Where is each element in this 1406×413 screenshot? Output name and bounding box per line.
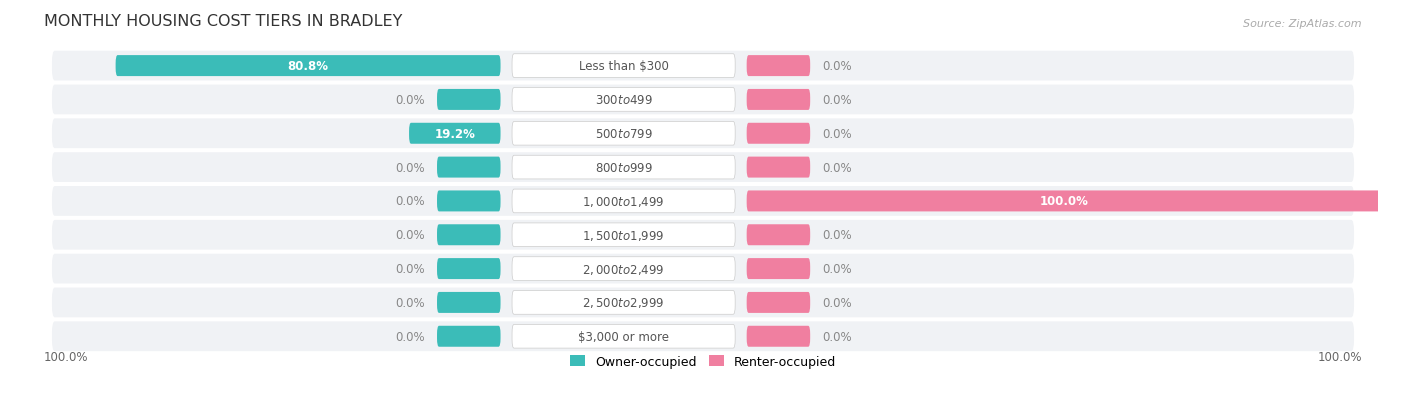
FancyBboxPatch shape: [747, 326, 810, 347]
Text: 80.8%: 80.8%: [288, 60, 329, 73]
FancyBboxPatch shape: [747, 292, 810, 313]
FancyBboxPatch shape: [52, 322, 1354, 351]
FancyBboxPatch shape: [52, 85, 1354, 115]
FancyBboxPatch shape: [115, 56, 501, 77]
FancyBboxPatch shape: [512, 257, 735, 281]
FancyBboxPatch shape: [437, 225, 501, 246]
Text: $1,000 to $1,499: $1,000 to $1,499: [582, 195, 665, 209]
Text: $300 to $499: $300 to $499: [595, 94, 652, 107]
FancyBboxPatch shape: [437, 326, 501, 347]
FancyBboxPatch shape: [512, 190, 735, 213]
FancyBboxPatch shape: [437, 292, 501, 313]
Text: Source: ZipAtlas.com: Source: ZipAtlas.com: [1243, 19, 1362, 28]
FancyBboxPatch shape: [747, 123, 810, 145]
Text: 0.0%: 0.0%: [395, 262, 425, 275]
FancyBboxPatch shape: [437, 157, 501, 178]
FancyBboxPatch shape: [512, 55, 735, 78]
FancyBboxPatch shape: [512, 325, 735, 348]
Text: 0.0%: 0.0%: [823, 262, 852, 275]
FancyBboxPatch shape: [512, 156, 735, 180]
FancyBboxPatch shape: [747, 157, 810, 178]
FancyBboxPatch shape: [512, 291, 735, 315]
FancyBboxPatch shape: [747, 259, 810, 280]
FancyBboxPatch shape: [512, 223, 735, 247]
Text: $500 to $799: $500 to $799: [595, 128, 652, 140]
FancyBboxPatch shape: [747, 225, 810, 246]
Text: 0.0%: 0.0%: [395, 94, 425, 107]
Text: 0.0%: 0.0%: [823, 60, 852, 73]
Text: 100.0%: 100.0%: [1317, 351, 1362, 363]
FancyBboxPatch shape: [512, 122, 735, 146]
FancyBboxPatch shape: [512, 88, 735, 112]
Text: 0.0%: 0.0%: [395, 296, 425, 309]
Text: $2,000 to $2,499: $2,000 to $2,499: [582, 262, 665, 276]
Text: 0.0%: 0.0%: [823, 128, 852, 140]
Text: $3,000 or more: $3,000 or more: [578, 330, 669, 343]
FancyBboxPatch shape: [409, 123, 501, 145]
FancyBboxPatch shape: [52, 52, 1354, 81]
FancyBboxPatch shape: [52, 288, 1354, 318]
Text: 0.0%: 0.0%: [395, 330, 425, 343]
Text: $800 to $999: $800 to $999: [595, 161, 652, 174]
Text: 0.0%: 0.0%: [823, 94, 852, 107]
Text: Less than $300: Less than $300: [579, 60, 668, 73]
FancyBboxPatch shape: [52, 254, 1354, 284]
Text: 0.0%: 0.0%: [395, 195, 425, 208]
FancyBboxPatch shape: [52, 153, 1354, 183]
FancyBboxPatch shape: [52, 119, 1354, 149]
Legend: Owner-occupied, Renter-occupied: Owner-occupied, Renter-occupied: [565, 350, 841, 373]
Text: MONTHLY HOUSING COST TIERS IN BRADLEY: MONTHLY HOUSING COST TIERS IN BRADLEY: [44, 14, 402, 28]
Text: 0.0%: 0.0%: [823, 229, 852, 242]
Text: $2,500 to $2,999: $2,500 to $2,999: [582, 296, 665, 310]
FancyBboxPatch shape: [437, 191, 501, 212]
FancyBboxPatch shape: [437, 90, 501, 111]
FancyBboxPatch shape: [747, 56, 810, 77]
FancyBboxPatch shape: [52, 221, 1354, 250]
Text: 0.0%: 0.0%: [823, 296, 852, 309]
Text: 0.0%: 0.0%: [823, 161, 852, 174]
FancyBboxPatch shape: [747, 90, 810, 111]
Text: 100.0%: 100.0%: [1040, 195, 1088, 208]
FancyBboxPatch shape: [52, 187, 1354, 216]
Text: 19.2%: 19.2%: [434, 128, 475, 140]
Text: 0.0%: 0.0%: [395, 229, 425, 242]
Text: 100.0%: 100.0%: [44, 351, 89, 363]
Text: 0.0%: 0.0%: [395, 161, 425, 174]
Text: 0.0%: 0.0%: [823, 330, 852, 343]
FancyBboxPatch shape: [747, 191, 1382, 212]
Text: $1,500 to $1,999: $1,500 to $1,999: [582, 228, 665, 242]
FancyBboxPatch shape: [437, 259, 501, 280]
